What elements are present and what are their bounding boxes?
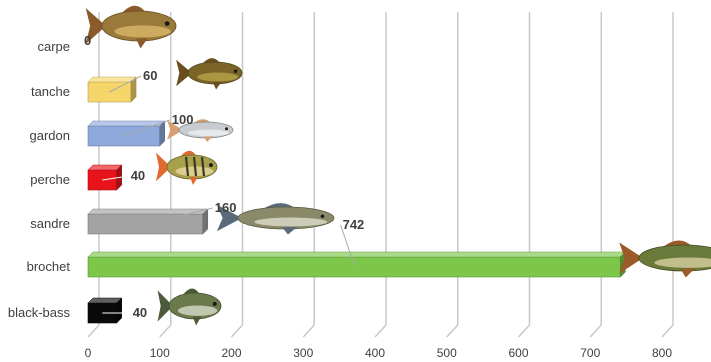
- fish-pelvic-fin: [136, 38, 148, 49]
- gridline-floor: [446, 324, 459, 338]
- gridline-floor: [589, 324, 602, 338]
- leader-line: [102, 175, 129, 181]
- black-bass-fish-icon: [157, 288, 222, 326]
- bar-sandre: [87, 208, 209, 235]
- bar-tanche: [87, 76, 137, 103]
- fish-pelvic-fin: [192, 316, 202, 326]
- bar-side: [116, 297, 122, 324]
- leader-line: [109, 75, 142, 93]
- data-label-carpe: 0: [84, 33, 91, 48]
- fish-tail: [85, 8, 106, 44]
- data-labels: 0 60 100 40 160 742 40: [84, 33, 364, 320]
- gridline-floor: [661, 324, 674, 338]
- gridline-floor: [230, 324, 244, 338]
- fish-belly: [254, 217, 328, 227]
- bar-black-bass: [87, 297, 123, 324]
- data-label-sandre: 160: [215, 200, 237, 215]
- pike-fish-icon: [619, 240, 711, 278]
- fish-belly: [654, 257, 711, 268]
- x-tick-label: 300: [293, 346, 313, 360]
- fish-tail: [176, 59, 192, 87]
- fish-pelvic-fin: [282, 226, 298, 235]
- perch-fish-icon: [156, 150, 218, 185]
- fish-eye: [320, 214, 325, 218]
- fish-tail: [167, 120, 183, 140]
- leader-lines: [102, 75, 355, 314]
- category-label-carpe: carpe: [37, 39, 70, 54]
- data-label-black-bass: 40: [133, 305, 147, 320]
- fish-eye: [212, 301, 217, 306]
- fish-tail: [216, 204, 242, 232]
- category-label-brochet: brochet: [27, 259, 71, 274]
- fish-eye: [209, 163, 213, 167]
- fish-belly: [188, 129, 230, 137]
- category-label-sandre: sandre: [30, 216, 70, 231]
- fish-stripe: [184, 156, 190, 177]
- data-label-tanche: 60: [143, 68, 157, 83]
- gridline-floor: [87, 324, 100, 338]
- category-labels: carpe tanche gardon perche sandre brochet blac…: [8, 39, 71, 320]
- x-tick-label: 100: [150, 346, 170, 360]
- fish-tail: [157, 290, 173, 322]
- bar-gardon: [87, 120, 166, 147]
- bars: [87, 76, 626, 324]
- fish-eye: [225, 127, 229, 131]
- fish-pelvic-fin: [203, 136, 213, 142]
- category-label-perche: perche: [30, 172, 70, 187]
- fish-belly: [114, 25, 171, 38]
- fish-eye: [233, 69, 238, 73]
- fish-pelvic-fin: [680, 268, 695, 278]
- gridline-floor: [302, 324, 315, 338]
- fish-tail: [156, 152, 171, 182]
- bar-brochet: [87, 251, 626, 278]
- fish-pelvic-fin: [212, 81, 222, 90]
- x-tick-label: 800: [652, 346, 672, 360]
- fish-stripe: [192, 156, 198, 177]
- carp-fish-icon: [85, 5, 177, 49]
- x-tick-label: 600: [508, 346, 528, 360]
- bar-side: [202, 208, 209, 235]
- tench-fish-icon: [176, 58, 243, 90]
- data-label-gardon: 100: [172, 112, 194, 127]
- fish-stripe: [200, 156, 206, 177]
- bar-top: [87, 251, 626, 258]
- bar-top: [87, 297, 123, 304]
- fish-tail: [619, 242, 643, 274]
- bar-front: [87, 256, 621, 278]
- x-tick-label: 700: [580, 346, 600, 360]
- category-label-gardon: gardon: [30, 128, 70, 143]
- roach-fish-icon: [167, 119, 234, 142]
- x-tick-label: 0: [85, 346, 92, 360]
- fish-eye: [164, 21, 170, 26]
- category-label-tanche: tanche: [31, 84, 70, 99]
- leader-line: [340, 224, 355, 266]
- fish-pelvic-fin: [190, 176, 198, 185]
- x-tick-label: 400: [365, 346, 385, 360]
- zander-fish-icon: [216, 203, 335, 235]
- bar-top: [87, 76, 137, 83]
- x-tick-label: 200: [221, 346, 241, 360]
- x-axis-ticks: 0 100 200 300 400 500 600 700 800: [85, 346, 673, 360]
- data-label-brochet: 742: [343, 217, 365, 232]
- fish-belly: [197, 72, 239, 82]
- fish-belly: [177, 305, 218, 316]
- fish-icons: [85, 5, 711, 326]
- gridline-floor: [159, 324, 172, 338]
- leader-line: [145, 207, 213, 225]
- bar-top: [87, 164, 123, 171]
- category-label-black-bass: black-bass: [8, 305, 71, 320]
- gridline-floor: [374, 324, 387, 338]
- x-tick-label: 500: [437, 346, 457, 360]
- leader-line: [123, 119, 170, 137]
- bar-side: [130, 76, 137, 103]
- data-label-perche: 40: [131, 168, 145, 183]
- gridline-floor: [517, 324, 531, 338]
